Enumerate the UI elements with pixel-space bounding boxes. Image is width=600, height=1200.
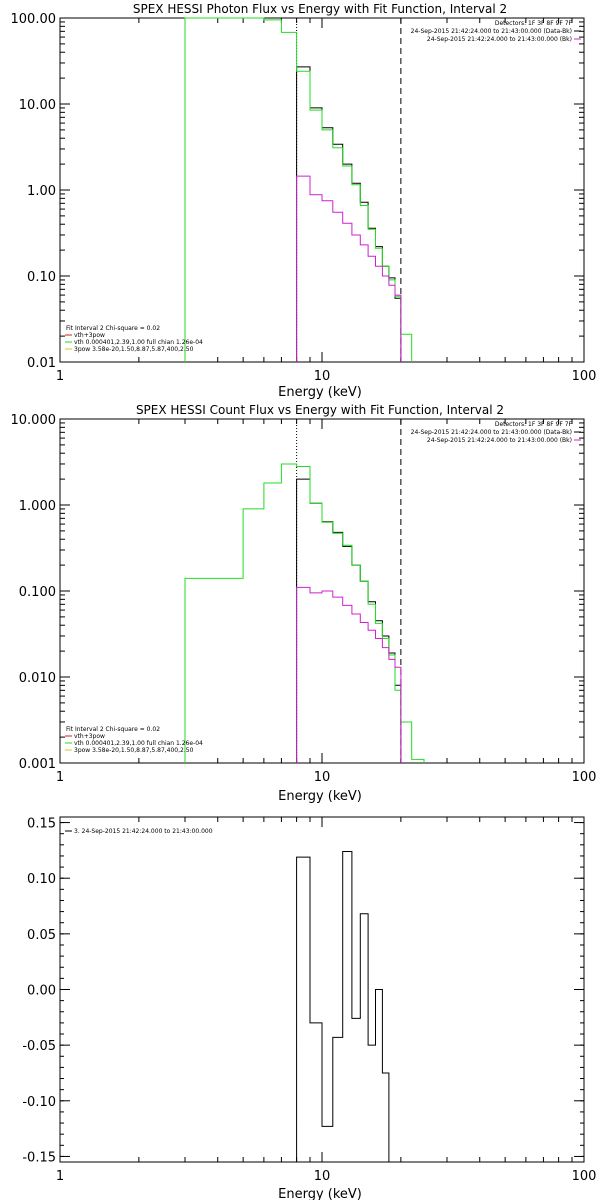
count-flux-title: SPEX HESSI Count Flux vs Energy with Fit… [136, 403, 504, 417]
legend-entry: Fit Interval 2 Chi-square = 0.02 [66, 726, 160, 733]
x-tick-label: 1 [56, 369, 64, 384]
histogram-series-3pow [296, 175, 402, 362]
y-tick-label: -0.15 [22, 1150, 56, 1165]
photon-flux-x-axis-label: Energy (keV) [278, 385, 362, 400]
legend-entry: vth+3pow [74, 332, 105, 339]
histogram-series-data-bk [296, 66, 402, 362]
y-tick-label: 0.10 [27, 872, 56, 887]
legend-entry: 3pow 3.58e-20,1.50,8.87,5.87,400,2.50 [74, 346, 194, 353]
y-tick-label: 1.000 [19, 499, 56, 514]
legend-entry: Fit Interval 2 Chi-square = 0.02 [66, 325, 160, 332]
detector-info-line: 24-Sep-2015 21:42:24.000 to 21:43:00.000… [411, 28, 572, 35]
y-tick-label: -0.10 [22, 1095, 56, 1110]
plot-frame [59, 17, 585, 363]
y-tick-label: 0.01 [27, 356, 56, 371]
y-tick-label: 10.00 [19, 98, 56, 113]
count-flux-x-axis-label: Energy (keV) [278, 789, 362, 804]
y-tick-label: 0.001 [19, 757, 56, 772]
legend-entry: vth+3pow [74, 733, 105, 740]
y-tick-label: -0.05 [22, 1039, 56, 1054]
count-flux-panel: SPEX HESSI Count Flux vs Energy with Fit… [11, 403, 597, 804]
y-tick-label: 0.100 [19, 585, 56, 600]
legend-entry: 3pow 3.58e-20,1.50,8.87,5.87,400,2.50 [74, 747, 194, 754]
x-tick-label: 100 [572, 369, 597, 384]
photon-flux-panel: SPEX HESSI Photon Flux vs Energy with Fi… [11, 2, 597, 400]
histogram-series-3pow [296, 586, 402, 763]
residuals-panel: Energy (keV) 1 10 100 -0.15 -0.10 -0.05 0.00 0.… [22, 816, 597, 1200]
legend-entry: vth 0.000401,2.39,1.00 full chian 1.26e-… [74, 339, 203, 346]
x-tick-label: 10 [314, 770, 331, 785]
x-tick-label: 10 [314, 369, 331, 384]
x-tick-label: 1 [56, 770, 64, 785]
residuals-x-axis-label: Energy (keV) [278, 1187, 362, 1200]
detector-info-line: Detectors: 1F 3F 8F 9F 7F [495, 20, 573, 27]
histogram-series-data-bk [296, 478, 402, 763]
x-tick-label: 100 [572, 770, 597, 785]
photon-flux-title: SPEX HESSI Photon Flux vs Energy with Fi… [133, 2, 507, 16]
x-tick-label: 10 [314, 1169, 331, 1184]
y-tick-label: 0.15 [27, 817, 56, 832]
y-tick-label: 0.010 [19, 671, 56, 686]
histogram-series-vth-3pow [184, 17, 413, 362]
y-tick-label: 10.000 [11, 413, 57, 428]
y-tick-label: 1.00 [27, 184, 56, 199]
detector-info-line: 24-Sep-2015 21:42:24.000 to 21:43:00.000… [411, 429, 572, 436]
detector-info-line: 24-Sep-2015 21:42:24.000 to 21:43:00.000… [427, 437, 572, 444]
y-tick-label: 100.00 [11, 12, 57, 27]
y-tick-label: 0.05 [27, 928, 56, 943]
legend-entry: 3. 24-Sep-2015 21:42:24.000 to 21:43:00.… [74, 828, 213, 835]
legend-entry: vth 0.000401,2.39,1.00 full chian 1.26e-… [74, 740, 203, 747]
y-tick-label: 0.00 [27, 984, 56, 999]
detector-info-line: 24-Sep-2015 21:42:24.000 to 21:43:00.000… [427, 36, 572, 43]
y-tick-label: 0.10 [27, 270, 56, 285]
histogram-series-residuals [296, 851, 401, 1163]
x-tick-label: 100 [572, 1169, 597, 1184]
histogram-series-vth-3pow [184, 463, 425, 763]
detector-info-line: Detectors: 1F 3F 8F 9F 7F [495, 421, 573, 428]
x-tick-label: 1 [56, 1169, 64, 1184]
